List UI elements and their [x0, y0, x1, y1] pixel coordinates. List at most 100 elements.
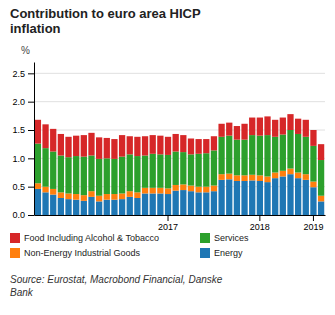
tick-label: 0.0: [12, 210, 25, 220]
bar: [188, 191, 194, 215]
axis-title: %: [21, 45, 30, 56]
legend-item: Non-Energy Industrial Goods: [10, 248, 141, 258]
tick: 2.0: [12, 97, 34, 107]
bar: [249, 175, 255, 181]
bar: [257, 136, 263, 176]
bar: [88, 156, 94, 192]
x-axis: 2017 2018 2019: [35, 215, 326, 232]
bar: [188, 186, 194, 192]
bar: [81, 135, 87, 157]
bar: [195, 192, 201, 215]
bar: [303, 137, 309, 174]
bar: [173, 134, 179, 152]
bar: [58, 198, 64, 215]
bar: [58, 156, 64, 193]
bar: [119, 135, 125, 157]
bar: [226, 179, 232, 215]
bar: [88, 191, 94, 197]
tick-mark: [28, 187, 34, 188]
tick-label: 2017: [158, 222, 178, 232]
bar: [249, 135, 255, 175]
bar: [180, 184, 186, 190]
bar: [180, 152, 186, 184]
bar: [211, 191, 217, 215]
bar: [96, 201, 102, 215]
bar: [318, 160, 324, 196]
tick-label: 2019: [303, 222, 323, 232]
tick-mark: [313, 215, 314, 221]
bar: [81, 195, 87, 201]
bar: [127, 191, 133, 197]
bar: [303, 180, 309, 215]
bar: [264, 176, 270, 182]
bar: [218, 124, 224, 137]
tick-mark: [28, 215, 34, 216]
bar: [157, 193, 163, 215]
bar: [272, 178, 278, 215]
bar: [58, 134, 64, 156]
grid-line: [34, 73, 325, 74]
bar: [180, 190, 186, 215]
bar: [318, 196, 324, 202]
legend-label: Energy: [214, 248, 243, 258]
legend-item: Food Including Alcohol & Tobacco: [10, 233, 159, 243]
tick-mark: [28, 158, 34, 159]
bar: [88, 197, 94, 215]
tick: 1.0: [12, 154, 34, 164]
bar: [241, 181, 247, 215]
bar: [287, 169, 293, 175]
bar: [73, 194, 79, 200]
bar: [65, 199, 71, 215]
bar: [73, 136, 79, 156]
bar: [134, 198, 140, 215]
annotation: Source: Eurostat, Macrobond Financial, D…: [10, 274, 223, 298]
tick: 0.5: [12, 182, 34, 192]
axis-line: [35, 215, 326, 216]
bar: [272, 137, 278, 173]
bar: [173, 152, 179, 185]
legend-label: Services: [214, 233, 249, 243]
bar: [234, 140, 240, 176]
bar: [303, 174, 309, 180]
bar: [249, 180, 255, 215]
bar: [264, 182, 270, 215]
bar: [226, 174, 232, 180]
bar: [42, 187, 48, 193]
tick: 1.5: [12, 125, 34, 135]
bar: [287, 130, 293, 169]
bar: [104, 194, 110, 200]
bar: [96, 137, 102, 159]
bar: [295, 178, 301, 215]
bar: [134, 156, 140, 192]
bar: [280, 118, 286, 135]
bar: [73, 156, 79, 194]
tick-label: 1.5: [12, 125, 25, 135]
grid: [34, 73, 325, 215]
tick-label: 2.5: [12, 69, 25, 79]
bar: [35, 144, 41, 184]
bar: [58, 192, 64, 198]
bar: [42, 124, 48, 148]
bar: [142, 136, 148, 155]
series: [35, 114, 324, 160]
bar: [88, 133, 94, 156]
bar: [318, 144, 324, 160]
tick-label: 2018: [250, 222, 270, 232]
tick-label: 2.0: [12, 97, 25, 107]
tick: 2017: [158, 215, 178, 232]
axis-line: [34, 63, 35, 216]
bar: [287, 114, 293, 130]
bar: [295, 119, 301, 134]
series: [35, 130, 324, 196]
plot: 0.0 0.5 1.0 1.5 2.0 2.5 2017 2018 2019: [12, 63, 325, 233]
bar: [257, 181, 263, 215]
bar: [157, 136, 163, 155]
bar: [280, 135, 286, 171]
tick-mark: [168, 215, 169, 221]
bar: [111, 139, 117, 159]
bar: [165, 155, 171, 188]
bar: [50, 152, 56, 189]
bar: [127, 197, 133, 215]
bar: [150, 154, 156, 188]
bar: [142, 156, 148, 188]
